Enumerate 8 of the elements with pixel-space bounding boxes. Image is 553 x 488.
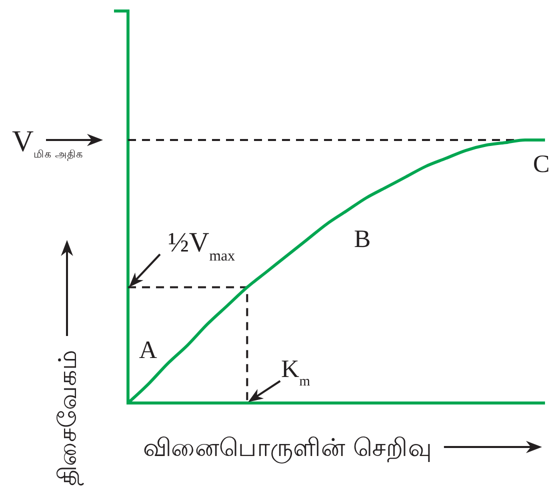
ref-line-label: ½V$_{max}$	[168, 227, 236, 264]
y-axis-title: திசைவேகம்	[53, 350, 84, 486]
annotation: A	[139, 337, 158, 364]
ref-line-label: V$_{மிக அதிக}$	[12, 125, 84, 160]
annotation: B	[354, 226, 371, 253]
x-axis-title: வினைபொருளின் செறிவு	[143, 433, 432, 464]
annotation: C	[533, 151, 550, 178]
annotation: K$_{m}$	[281, 356, 310, 390]
